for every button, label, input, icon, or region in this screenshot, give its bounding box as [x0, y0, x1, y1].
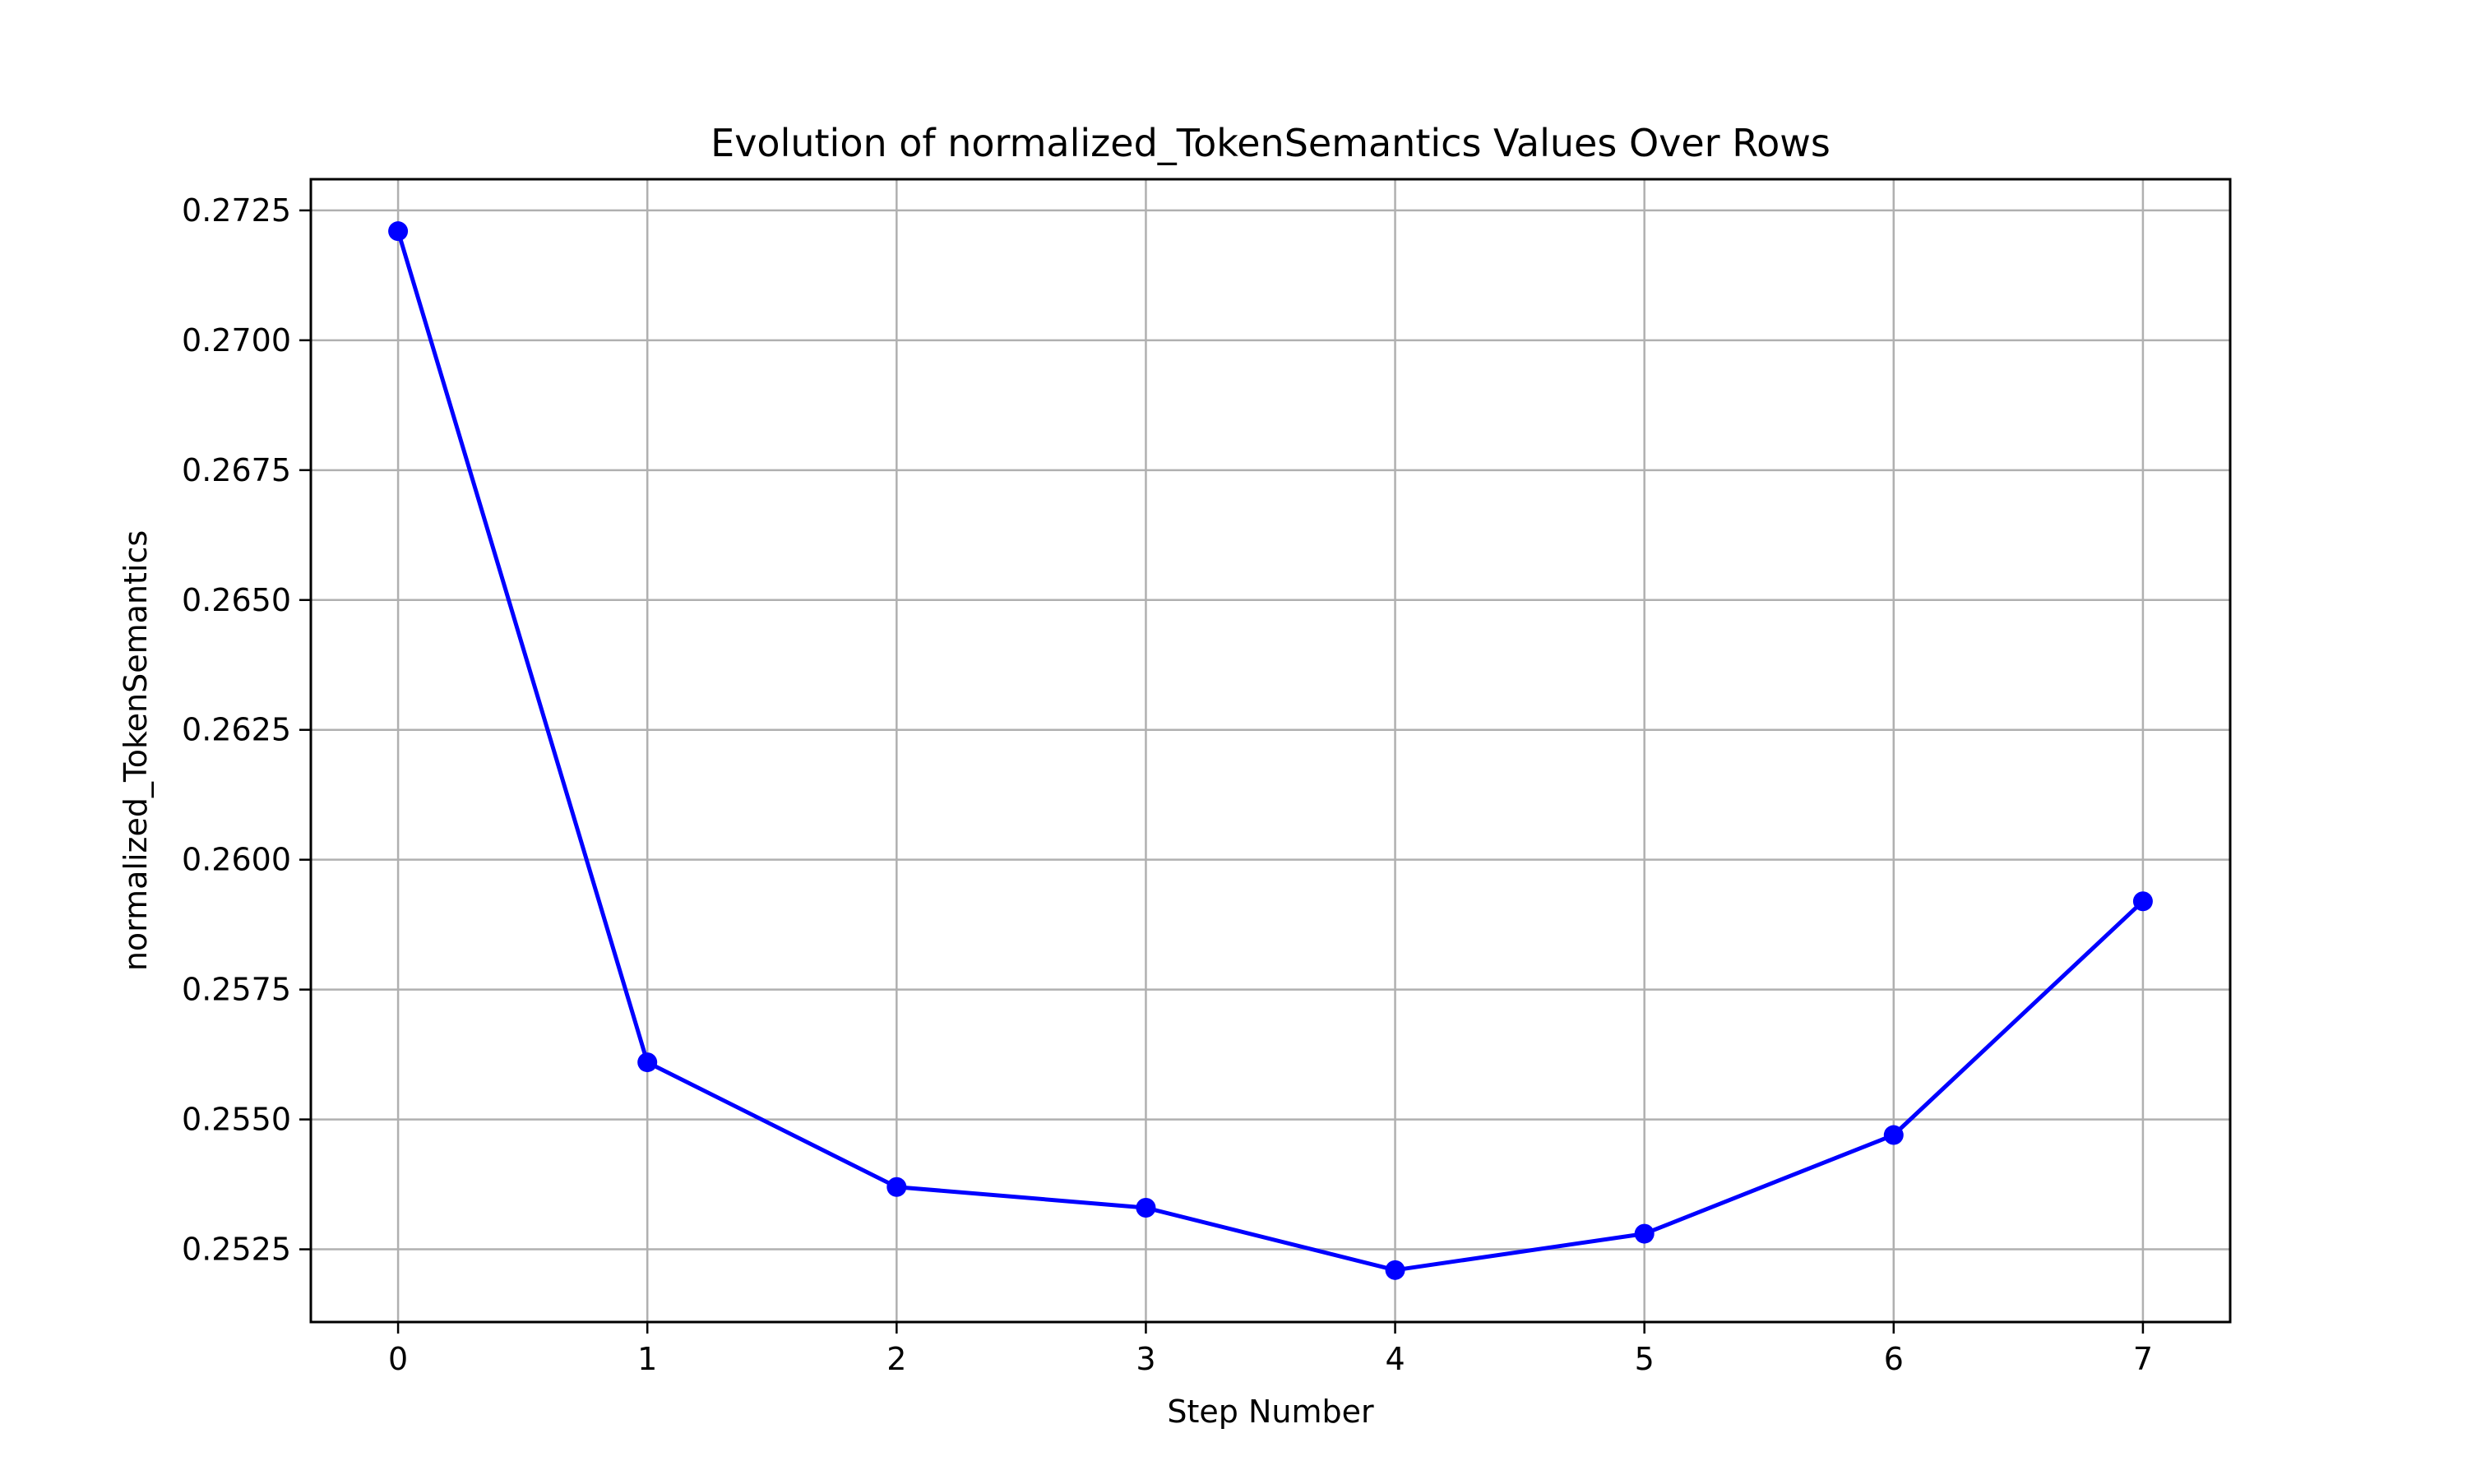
y-tick-label: 0.2625: [182, 712, 291, 748]
data-point: [637, 1052, 658, 1073]
data-point: [1883, 1125, 1904, 1145]
y-tick-label: 0.2700: [182, 322, 291, 358]
y-tick-label: 0.2600: [182, 842, 291, 878]
plot-frame: [309, 178, 2232, 1324]
data-point: [388, 221, 409, 242]
y-tick-label: 0.2650: [182, 582, 291, 618]
data-point: [886, 1177, 907, 1197]
x-axis-label: Step Number: [1167, 1394, 1374, 1430]
series-layer: [388, 221, 2153, 1280]
y-tick-label: 0.2550: [182, 1102, 291, 1138]
y-tick-label: 0.2525: [182, 1232, 291, 1268]
x-tick-label: 4: [1385, 1341, 1405, 1377]
data-point: [1136, 1198, 1156, 1218]
data-point: [1634, 1223, 1655, 1244]
x-tick-label: 5: [1635, 1341, 1655, 1377]
data-point: [2132, 891, 2153, 912]
x-tick-label: 6: [1884, 1341, 1904, 1377]
chart-title: Evolution of normalized_TokenSemantics V…: [710, 121, 1831, 165]
data-point: [1385, 1260, 1405, 1280]
y-tick-label: 0.2675: [182, 452, 291, 488]
x-tick-label: 1: [637, 1341, 657, 1377]
series-line: [396, 230, 2145, 1273]
x-tick-label: 3: [1136, 1341, 1155, 1377]
y-tick-label: 0.2575: [182, 972, 291, 1008]
x-tick-label: 0: [388, 1341, 408, 1377]
x-tick-label: 7: [2133, 1341, 2153, 1377]
axis-ticks: 0 1 2 3 4 5 6 7 0.2525 0.2550 0.2575 0.2600 0.2625 0.…: [182, 192, 2153, 1377]
y-axis-label: normalized_TokenSemantics: [118, 530, 154, 971]
y-tick-label: 0.2725: [182, 192, 291, 229]
grid: [311, 179, 2230, 1322]
x-tick-label: 2: [886, 1341, 906, 1377]
